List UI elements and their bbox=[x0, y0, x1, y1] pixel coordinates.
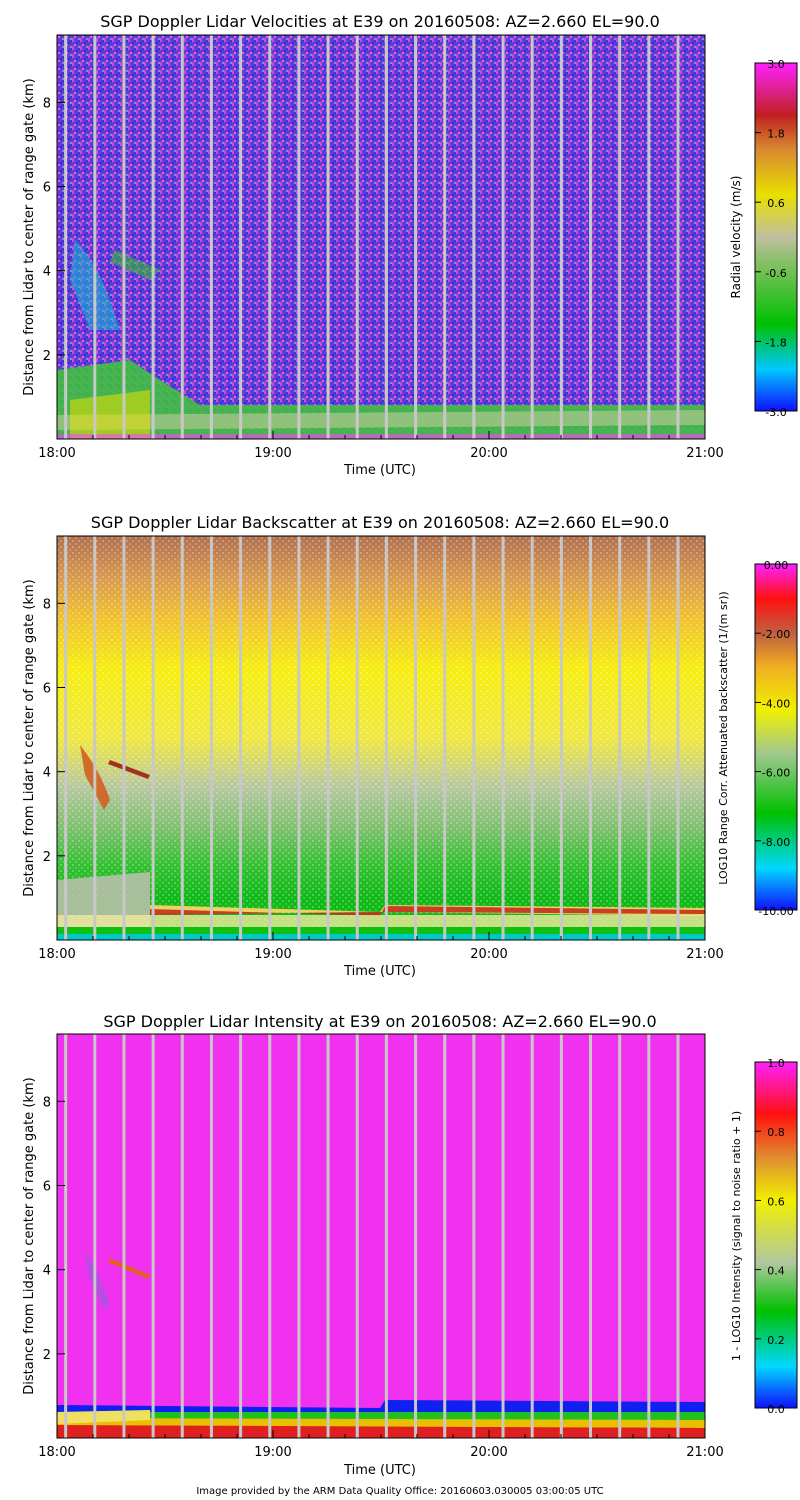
intensity-cloud-feature bbox=[85, 1250, 110, 1310]
backscatter-xtick-label: 21:00 bbox=[686, 947, 723, 962]
velocity-ytick-label: 2 bbox=[43, 349, 51, 364]
velocity-colorbar-tick-label: -3.0 bbox=[765, 406, 786, 419]
backscatter-ytick-label: 6 bbox=[43, 682, 51, 697]
velocity-colorbar-tick-label: -0.6 bbox=[765, 267, 786, 280]
intensity-colorbar-ticks: 1.0 0.8 0.6 0.4 0.2 0.0 bbox=[755, 1057, 785, 1416]
backscatter-xtick-label: 19:00 bbox=[254, 947, 291, 962]
backscatter-axes: 18:00 19:00 20:00 21:00 2 4 6 8 bbox=[38, 597, 723, 962]
backscatter-panel: SGP Doppler Lidar Backscatter at E39 on … bbox=[22, 513, 798, 979]
backscatter-colorbar-tick-label: -6.00 bbox=[762, 767, 790, 780]
backscatter-title: SGP Doppler Lidar Backscatter at E39 on … bbox=[91, 513, 669, 532]
backscatter-xlabel: Time (UTC) bbox=[343, 964, 416, 979]
intensity-xtick-label: 19:00 bbox=[254, 1445, 291, 1460]
backscatter-xtick-label: 18:00 bbox=[38, 947, 75, 962]
intensity-gap-lines bbox=[64, 1034, 680, 1438]
backscatter-colorbar-label: LOG10 Range Corr. Attenuated backscatter… bbox=[717, 591, 730, 884]
velocity-axes: 18:00 19:00 20:00 21:00 2 4 6 8 bbox=[38, 96, 723, 461]
intensity-colorbar bbox=[754, 1061, 798, 1409]
footer-credit: Image provided by the ARM Data Quality O… bbox=[196, 1486, 603, 1497]
intensity-colorbar-tick-label: 0.6 bbox=[767, 1195, 785, 1208]
backscatter-gap-lines bbox=[64, 536, 680, 940]
intensity-title: SGP Doppler Lidar Intensity at E39 on 20… bbox=[103, 1012, 656, 1031]
intensity-field bbox=[57, 1034, 705, 1438]
intensity-xtick-label: 20:00 bbox=[470, 1445, 507, 1460]
backscatter-colorbar-tick-label: -10.00 bbox=[758, 905, 793, 918]
intensity-xtick-label: 21:00 bbox=[686, 1445, 723, 1460]
velocity-colorbar bbox=[754, 62, 798, 412]
velocity-field bbox=[57, 35, 705, 439]
backscatter-colorbar-tick-label: 0.00 bbox=[764, 559, 789, 572]
intensity-axes: 18:00 19:00 20:00 21:00 2 4 6 8 bbox=[38, 1095, 723, 1460]
velocity-xtick-label: 18:00 bbox=[38, 446, 75, 461]
velocity-xlabel: Time (UTC) bbox=[343, 463, 416, 478]
intensity-panel: SGP Doppler Lidar Intensity at E39 on 20… bbox=[22, 1012, 798, 1478]
backscatter-colorbar-tick-label: -4.00 bbox=[762, 697, 790, 710]
velocity-colorbar-label: Radial velocity (m/s) bbox=[729, 176, 743, 299]
intensity-ylabel: Distance from Lidar to center of range g… bbox=[22, 1077, 37, 1394]
intensity-colorbar-tick-label: 0.2 bbox=[767, 1334, 785, 1347]
velocity-title: SGP Doppler Lidar Velocities at E39 on 2… bbox=[100, 12, 660, 31]
velocity-ytick-label: 8 bbox=[43, 96, 51, 111]
intensity-colorbar-tick-label: 0.4 bbox=[767, 1265, 785, 1278]
backscatter-boundary-layer-top bbox=[150, 906, 705, 916]
backscatter-ytick-label: 2 bbox=[43, 850, 51, 865]
intensity-xlabel: Time (UTC) bbox=[343, 1463, 416, 1478]
intensity-ytick-label: 4 bbox=[43, 1264, 51, 1279]
backscatter-colorbar bbox=[754, 563, 798, 911]
backscatter-colorbar-tick-label: -2.00 bbox=[762, 628, 790, 641]
intensity-colorbar-label: 1 - LOG10 Intensity (signal to noise rat… bbox=[730, 1111, 743, 1361]
velocity-colorbar-tick-label: -1.8 bbox=[765, 336, 786, 349]
intensity-xtick-label: 18:00 bbox=[38, 1445, 75, 1460]
intensity-ytick-label: 2 bbox=[43, 1348, 51, 1363]
velocity-xtick-label: 20:00 bbox=[470, 446, 507, 461]
velocity-ytick-label: 4 bbox=[43, 265, 51, 280]
backscatter-ytick-label: 8 bbox=[43, 597, 51, 612]
intensity-colorbar-tick-label: 0.8 bbox=[767, 1126, 785, 1139]
velocity-gap-lines bbox=[64, 35, 680, 439]
intensity-colorbar-tick-label: 1.0 bbox=[767, 1057, 785, 1070]
backscatter-ylabel: Distance from Lidar to center of range g… bbox=[22, 579, 37, 896]
velocity-colorbar-tick-label: 1.8 bbox=[767, 128, 785, 141]
backscatter-colorbar-ticks: 0.00 -2.00 -4.00 -6.00 -8.00 -10.00 bbox=[755, 559, 794, 918]
velocity-ytick-label: 6 bbox=[43, 181, 51, 196]
velocity-colorbar-ticks: 3.0 1.8 0.6 -0.6 -1.8 -3.0 bbox=[755, 58, 787, 419]
velocity-ylabel: Distance from Lidar to center of range g… bbox=[22, 78, 37, 395]
backscatter-xtick-label: 20:00 bbox=[470, 947, 507, 962]
velocity-colorbar-tick-label: 3.0 bbox=[767, 58, 785, 71]
velocity-xtick-label: 21:00 bbox=[686, 446, 723, 461]
intensity-colorbar-tick-label: 0.0 bbox=[767, 1403, 785, 1416]
backscatter-ytick-label: 4 bbox=[43, 766, 51, 781]
velocity-panel: SGP Doppler Lidar Velocities at E39 on 2… bbox=[22, 12, 798, 478]
velocity-xtick-label: 19:00 bbox=[254, 446, 291, 461]
velocity-colorbar-tick-label: 0.6 bbox=[767, 197, 785, 210]
intensity-ytick-label: 8 bbox=[43, 1095, 51, 1110]
backscatter-colorbar-tick-label: -8.00 bbox=[762, 836, 790, 849]
intensity-ytick-label: 6 bbox=[43, 1180, 51, 1195]
